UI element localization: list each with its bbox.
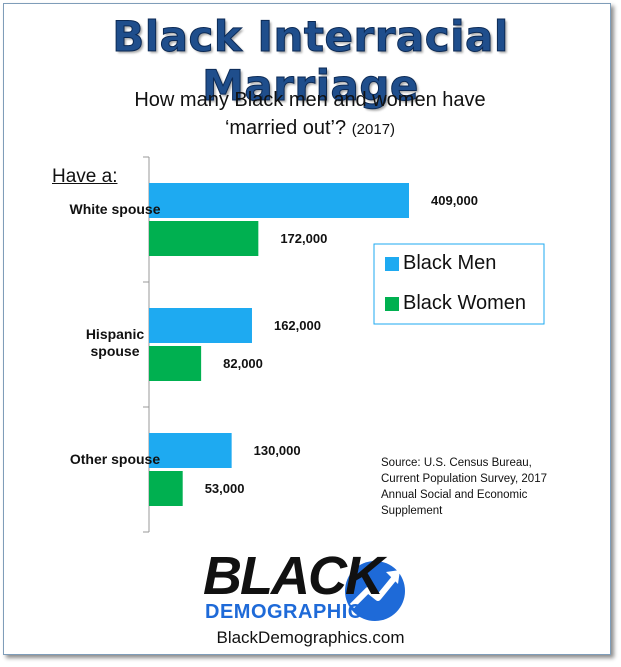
logo-arrowhead	[386, 570, 400, 584]
logo-arrow	[349, 574, 399, 609]
source-note: Source: U.S. Census Bureau, Current Popul…	[381, 455, 547, 519]
legend-swatch	[385, 297, 399, 311]
value-label: 162,000	[273, 318, 321, 333]
legend-label: Black Women	[403, 292, 527, 314]
bar	[149, 433, 232, 468]
legend-swatch	[385, 257, 399, 271]
legend-box	[373, 243, 545, 325]
source-line: Annual Social and Economic	[381, 489, 528, 501]
category-label: White spouse	[69, 201, 161, 217]
bar	[149, 308, 252, 343]
logo-text: DEMOGRAPHICS	[205, 601, 377, 623]
source-line: Current Population Survey, 2017	[381, 473, 547, 485]
bar	[149, 346, 202, 381]
source-line: Source: U.S. Census Bureau,	[381, 457, 532, 469]
bar	[149, 183, 409, 218]
category-label: Hispanic spouse	[85, 326, 145, 359]
value-label: 130,000	[253, 443, 301, 458]
logo-text: BLACK	[203, 546, 384, 606]
subtitle-text: How many Black men and women have ‘marri…	[134, 89, 486, 139]
subtitle-note: (2017)	[351, 121, 396, 138]
url: BlackDemographics.com	[216, 628, 405, 647]
value-label: 82,000	[223, 356, 263, 371]
frame	[3, 3, 611, 655]
category-heading: Have a:	[52, 166, 118, 187]
bar	[149, 471, 183, 506]
value-label: 53,000	[204, 481, 245, 496]
category-label: Other spouse	[69, 451, 161, 467]
chart-title: Black Interracial Marriage	[112, 12, 509, 111]
subtitle: How many Black men and women have ‘marri…	[110, 86, 510, 144]
legend-label: Black Men	[403, 252, 497, 274]
value-label: 172,000	[280, 231, 328, 246]
value-label: 409,000	[431, 193, 478, 208]
bar	[149, 221, 259, 256]
source-line: Supplement	[381, 505, 443, 517]
